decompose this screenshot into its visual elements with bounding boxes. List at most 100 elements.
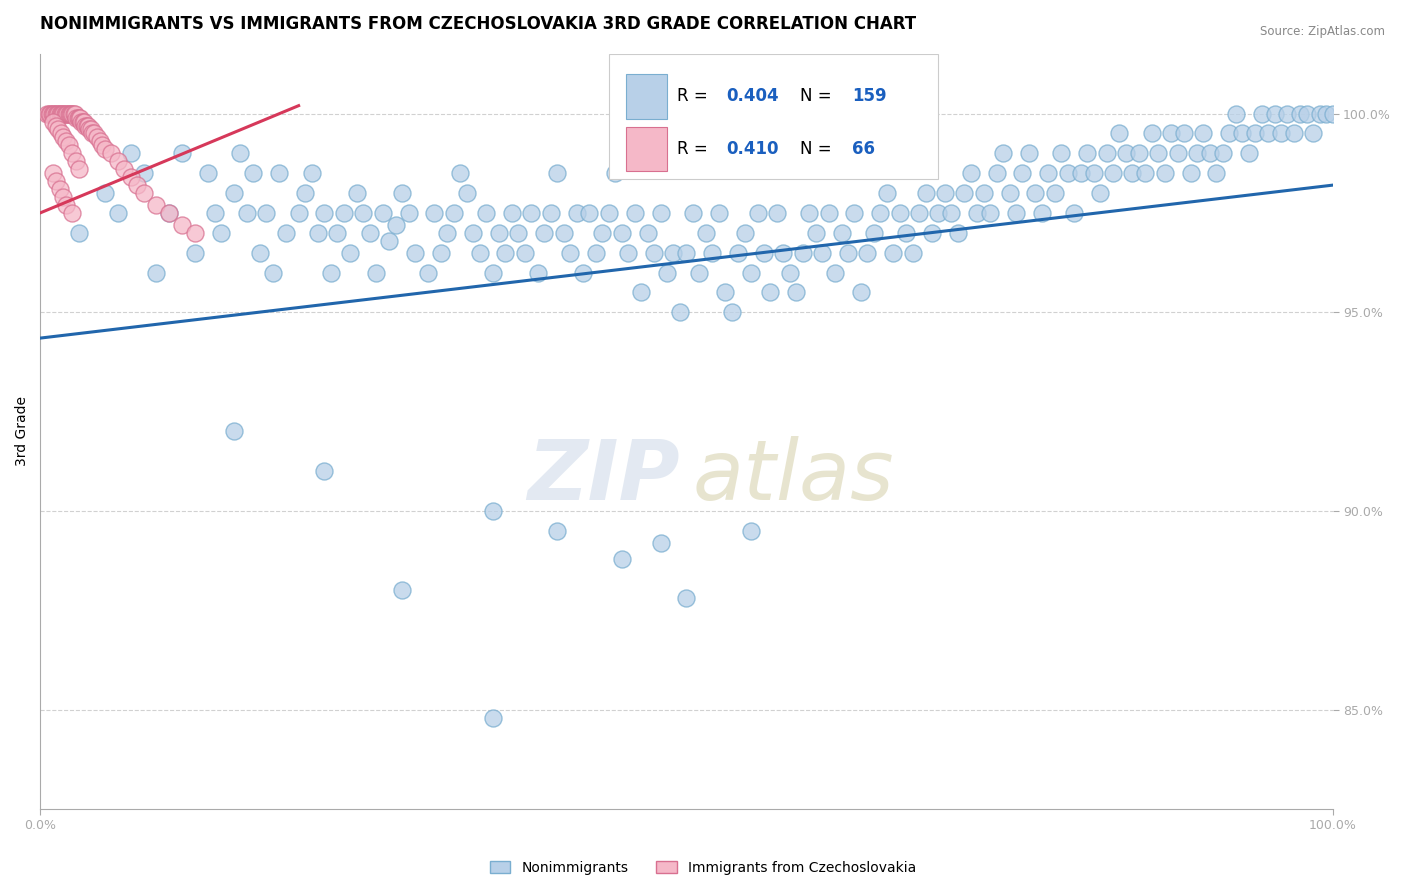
Point [1063, 206, 1085, 220]
Point [242, 166, 264, 180]
Point [707, 206, 730, 220]
Point [546, 524, 568, 538]
Point [669, 305, 692, 319]
Text: 0.404: 0.404 [727, 87, 779, 105]
Point [1088, 186, 1111, 200]
Point [682, 206, 704, 220]
Point [914, 186, 936, 200]
Point [1270, 127, 1292, 141]
Point [46, 122, 69, 136]
Point [93, 186, 115, 200]
Point [1050, 146, 1073, 161]
Text: R =: R = [678, 140, 713, 158]
Point [540, 206, 562, 220]
Point [591, 226, 613, 240]
Point [294, 186, 316, 200]
Point [112, 162, 135, 177]
Point [391, 186, 413, 200]
Point [75, 119, 97, 133]
Point [65, 111, 87, 125]
Point [229, 146, 252, 161]
Point [53, 106, 76, 120]
Point [934, 186, 956, 200]
Point [45, 174, 67, 188]
Point [959, 166, 981, 180]
Point [553, 226, 575, 240]
Text: NONIMMIGRANTS VS IMMIGRANTS FROM CZECHOSLOVAKIA 3RD GRADE CORRELATION CHART: NONIMMIGRANTS VS IMMIGRANTS FROM CZECHOS… [41, 15, 917, 33]
Point [1244, 127, 1267, 141]
Point [617, 245, 640, 260]
Point [416, 266, 439, 280]
Point [921, 226, 943, 240]
Point [49, 106, 72, 120]
Point [817, 206, 839, 220]
Point [65, 154, 87, 169]
Point [222, 425, 245, 439]
Point [449, 166, 471, 180]
Point [623, 206, 645, 220]
Point [93, 142, 115, 156]
Point [52, 190, 75, 204]
Point [1153, 166, 1175, 180]
Point [1147, 146, 1170, 161]
Point [326, 226, 349, 240]
Point [941, 206, 963, 220]
Point [254, 206, 277, 220]
FancyBboxPatch shape [609, 54, 938, 178]
Point [481, 266, 503, 280]
Point [67, 111, 90, 125]
Point [204, 206, 226, 220]
Point [1115, 146, 1137, 161]
Point [475, 206, 498, 220]
Text: R =: R = [678, 87, 713, 105]
Point [1043, 186, 1066, 200]
Point [714, 285, 737, 300]
Point [107, 206, 129, 220]
Point [52, 130, 75, 145]
Text: Source: ZipAtlas.com: Source: ZipAtlas.com [1260, 25, 1385, 38]
Point [565, 206, 588, 220]
Point [269, 166, 291, 180]
Point [1038, 166, 1060, 180]
Point [759, 285, 782, 300]
Point [1212, 146, 1234, 161]
Point [41, 106, 63, 120]
Point [1024, 186, 1046, 200]
Point [966, 206, 988, 220]
Point [398, 206, 420, 220]
Point [91, 138, 114, 153]
Point [1180, 166, 1202, 180]
Text: 159: 159 [852, 87, 887, 105]
Point [650, 206, 672, 220]
Point [772, 245, 794, 260]
Point [1083, 166, 1105, 180]
Point [863, 226, 886, 240]
Point [391, 583, 413, 598]
Point [508, 226, 530, 240]
Point [1257, 127, 1279, 141]
Point [172, 218, 194, 232]
Point [1264, 106, 1286, 120]
Point [546, 166, 568, 180]
Point [314, 206, 336, 220]
Point [1192, 127, 1215, 141]
Point [39, 106, 62, 120]
Point [67, 162, 90, 177]
Point [423, 206, 446, 220]
Point [610, 551, 633, 566]
Text: 66: 66 [852, 140, 875, 158]
Text: 0.410: 0.410 [727, 140, 779, 158]
Point [946, 226, 969, 240]
Point [643, 245, 665, 260]
Point [48, 106, 70, 120]
Point [80, 127, 103, 141]
Point [236, 206, 259, 220]
Point [1095, 146, 1118, 161]
Point [849, 285, 872, 300]
Point [1205, 166, 1227, 180]
Point [352, 206, 374, 220]
Point [675, 245, 697, 260]
Point [953, 186, 976, 200]
Point [513, 245, 536, 260]
Point [702, 245, 724, 260]
